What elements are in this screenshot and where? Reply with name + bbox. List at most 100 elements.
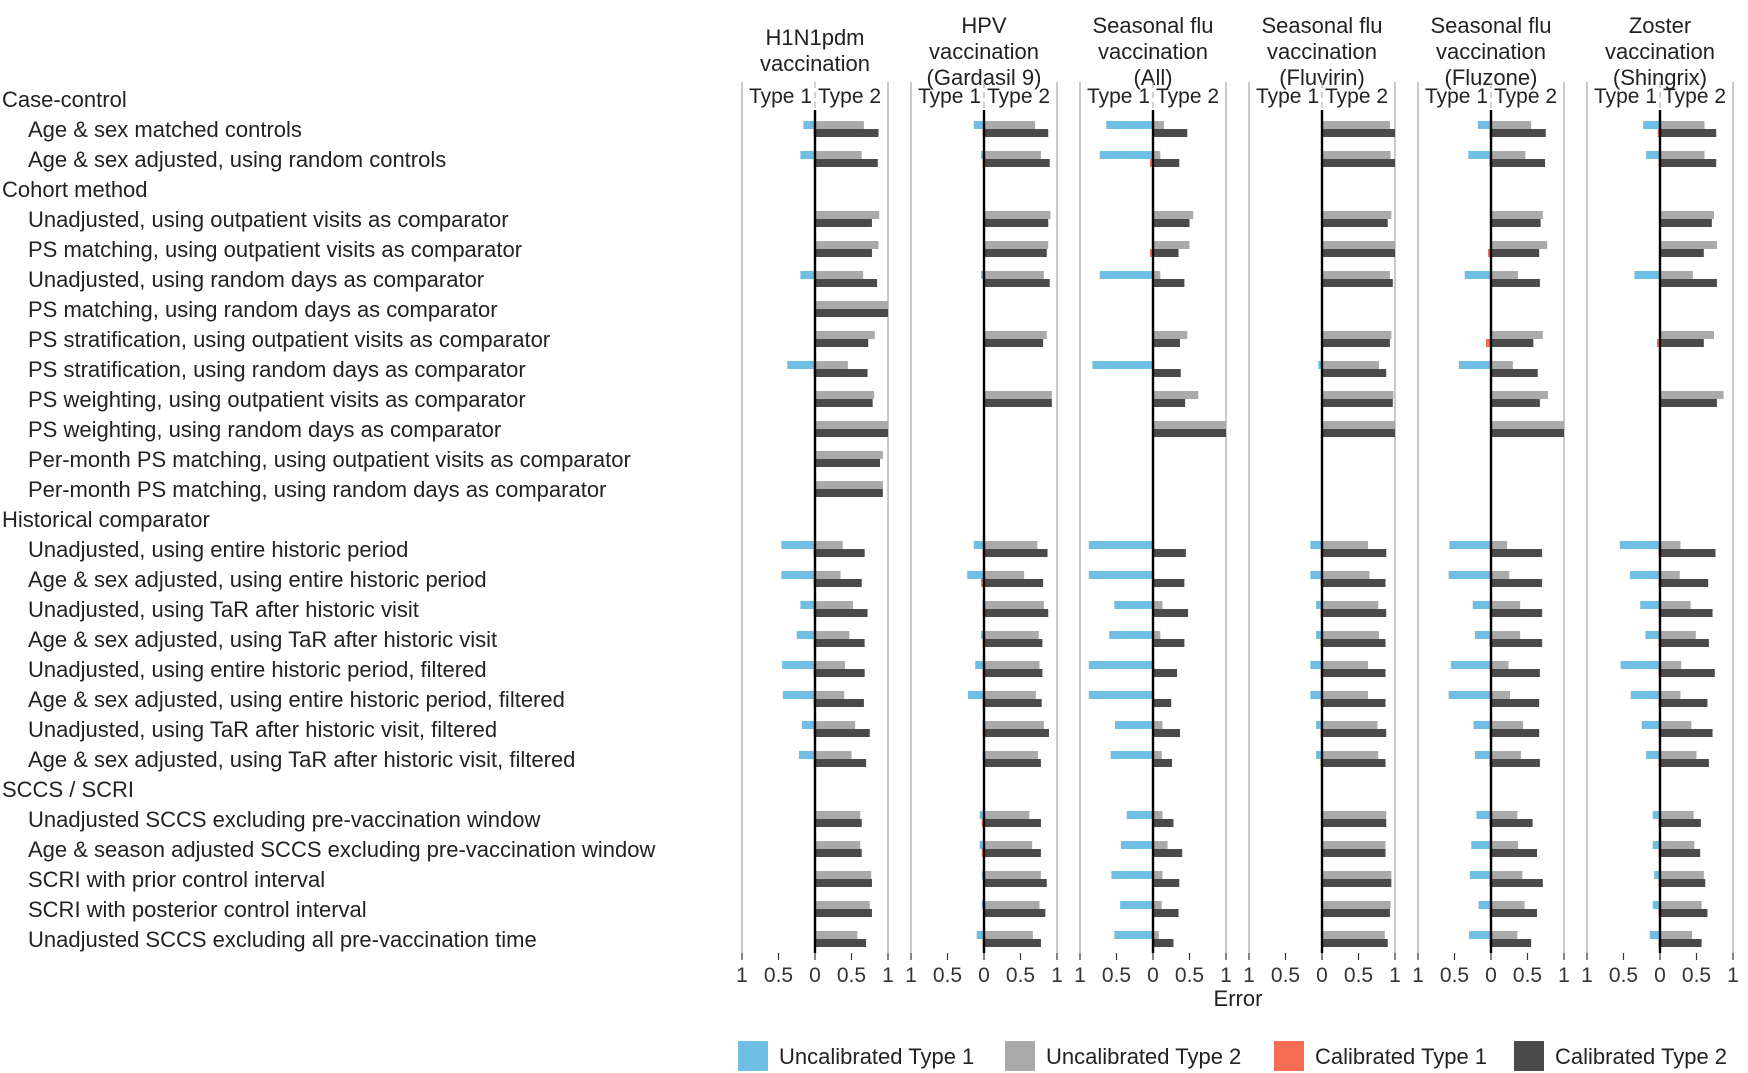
bar-calibrated-type2	[1491, 549, 1543, 557]
bar-calibrated-type2	[1153, 369, 1181, 377]
bar-uncalibrated-type2	[1322, 211, 1392, 219]
bar-uncalibrated-type2	[1491, 331, 1543, 339]
bar-uncalibrated-type2	[984, 901, 1040, 909]
bar-calibrated-type2	[815, 939, 867, 947]
method-label: SCRI with posterior control interval	[28, 897, 367, 922]
bar-uncalibrated-type1	[1458, 361, 1491, 369]
panel-title: Zoster	[1629, 13, 1691, 38]
group-label: Cohort method	[2, 177, 148, 202]
bar-uncalibrated-type1	[787, 361, 815, 369]
x-axis-title: Error	[1214, 986, 1263, 1011]
bar-uncalibrated-type2	[1660, 571, 1680, 579]
bar-calibrated-type2	[1153, 129, 1188, 137]
bar-uncalibrated-type1	[1310, 541, 1322, 549]
bar-calibrated-type2	[1660, 879, 1706, 887]
bar-calibrated-type2	[984, 939, 1041, 947]
bar-calibrated-type2	[1322, 219, 1388, 227]
method-label: Unadjusted, using entire historic period	[28, 537, 408, 562]
method-label: Age & sex adjusted, using TaR after hist…	[28, 747, 575, 772]
x-tick-label: 0.5	[933, 964, 962, 987]
bar-uncalibrated-type2	[1491, 721, 1524, 729]
bar-calibrated-type2	[815, 759, 867, 767]
type2-label: Type 2	[1156, 85, 1219, 108]
bar-uncalibrated-type2	[1322, 721, 1378, 729]
bar-uncalibrated-type2	[1153, 601, 1163, 609]
bar-uncalibrated-type2	[1322, 421, 1395, 429]
bar-uncalibrated-type1	[1126, 811, 1153, 819]
bar-calibrated-type2	[1660, 939, 1702, 947]
bar-calibrated-type2	[1153, 279, 1185, 287]
bar-calibrated-type2	[815, 429, 888, 437]
x-tick-label: 1	[1243, 964, 1255, 987]
x-tick-label: 1	[1074, 964, 1086, 987]
bar-calibrated-type2	[1491, 819, 1533, 827]
bar-uncalibrated-type2	[815, 571, 841, 579]
bar-uncalibrated-type2	[815, 151, 862, 159]
bar-calibrated-type1	[1150, 249, 1153, 257]
bar-uncalibrated-type2	[1660, 121, 1705, 129]
bar-calibrated-type2	[815, 549, 865, 557]
bar-uncalibrated-type1	[1310, 691, 1322, 699]
bar-uncalibrated-type1	[979, 841, 984, 849]
bar-uncalibrated-type1	[781, 571, 815, 579]
panel-title: vaccination	[1436, 39, 1546, 64]
bar-uncalibrated-type2	[984, 871, 1041, 879]
bar-uncalibrated-type2	[1660, 541, 1681, 549]
bar-uncalibrated-type2	[1153, 871, 1163, 879]
bar-uncalibrated-type1	[1472, 601, 1491, 609]
bar-uncalibrated-type2	[1491, 271, 1519, 279]
bar-calibrated-type2	[984, 819, 1041, 827]
bar-uncalibrated-type2	[1660, 841, 1695, 849]
bar-uncalibrated-type1	[1106, 121, 1153, 129]
bar-uncalibrated-type2	[815, 841, 861, 849]
x-tick-label: 0	[978, 964, 990, 987]
bar-uncalibrated-type2	[815, 691, 845, 699]
bar-uncalibrated-type1	[1088, 571, 1153, 579]
bar-calibrated-type2	[1660, 759, 1709, 767]
bar-uncalibrated-type2	[1660, 211, 1715, 219]
bar-uncalibrated-type1	[1099, 271, 1153, 279]
bar-calibrated-type2	[815, 459, 880, 467]
legend-swatch	[1274, 1041, 1304, 1071]
group-label: SCCS / SCRI	[2, 777, 134, 802]
bar-calibrated-type2	[1322, 879, 1392, 887]
bar-calibrated-type2	[1491, 909, 1537, 917]
bar-uncalibrated-type2	[1491, 571, 1510, 579]
type2-label: Type 2	[1494, 85, 1557, 108]
bar-uncalibrated-type2	[984, 931, 1033, 939]
method-label: Age & sex adjusted, using entire histori…	[28, 687, 565, 712]
bar-uncalibrated-type2	[1660, 601, 1691, 609]
x-tick-label: 1	[1051, 964, 1063, 987]
bar-uncalibrated-type1	[1474, 631, 1491, 639]
method-label: Per-month PS matching, using random days…	[28, 477, 606, 502]
bar-uncalibrated-type2	[984, 721, 1044, 729]
bar-calibrated-type2	[1322, 249, 1395, 257]
method-label: PS stratification, using random days as …	[28, 357, 526, 382]
type1-label: Type 1	[1594, 85, 1657, 108]
bar-uncalibrated-type2	[1153, 241, 1190, 249]
bar-calibrated-type2	[1153, 729, 1181, 737]
method-label: PS weighting, using random days as compa…	[28, 417, 501, 442]
method-label: SCRI with prior control interval	[28, 867, 325, 892]
bar-uncalibrated-type2	[1660, 901, 1702, 909]
x-tick-label: 1	[905, 964, 917, 987]
bar-uncalibrated-type1	[1448, 571, 1491, 579]
bar-calibrated-type2	[1660, 549, 1716, 557]
bar-uncalibrated-type2	[1491, 841, 1519, 849]
group-label: Case-control	[2, 87, 127, 112]
bar-uncalibrated-type1	[1316, 721, 1322, 729]
x-tick-label: 0	[1316, 964, 1328, 987]
bar-uncalibrated-type1	[1316, 601, 1322, 609]
bar-calibrated-type2	[1153, 579, 1185, 587]
bar-uncalibrated-type1	[1088, 661, 1153, 669]
bar-uncalibrated-type1	[1641, 721, 1660, 729]
panel-title: H1N1pdm	[765, 25, 864, 50]
bar-uncalibrated-type1	[1109, 631, 1153, 639]
bar-uncalibrated-type1	[981, 631, 984, 639]
bar-uncalibrated-type1	[973, 541, 984, 549]
bar-uncalibrated-type1	[1654, 871, 1660, 879]
bar-calibrated-type2	[1153, 159, 1180, 167]
type1-label: Type 1	[1256, 85, 1319, 108]
bar-uncalibrated-type2	[1660, 721, 1692, 729]
